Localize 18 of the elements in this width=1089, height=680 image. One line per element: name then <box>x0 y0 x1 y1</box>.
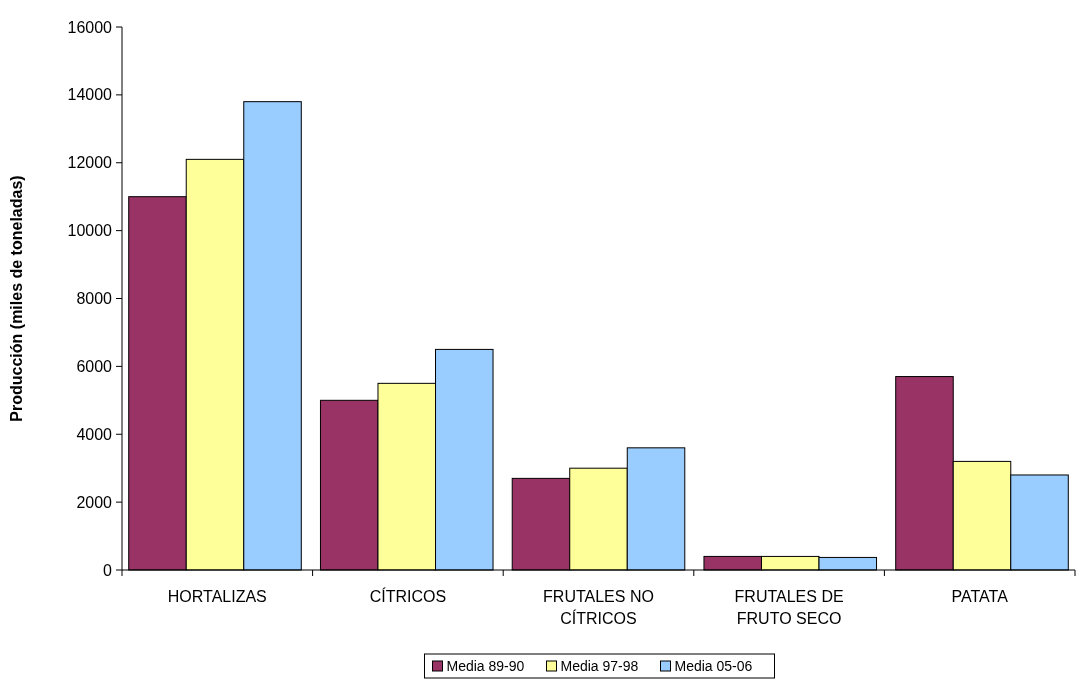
y-tick-label: 12000 <box>67 154 113 172</box>
y-tick-label: 4000 <box>76 425 113 443</box>
y-tick-label: 16000 <box>67 18 113 36</box>
y-axis-title: Producción (miles de toneladas) <box>8 175 25 422</box>
x-tick-label: HORTALIZAS <box>167 588 267 605</box>
y-tick-label: 2000 <box>76 493 113 511</box>
y-tick-label: 10000 <box>67 222 113 240</box>
y-tick-label: 0 <box>103 561 113 579</box>
y-tick-label: 6000 <box>76 357 113 375</box>
x-tick-label: FRUTALES NO CÍTRICOS <box>543 588 654 627</box>
legend-label: Media 89-90 <box>446 657 525 674</box>
x-tick-label: CÍTRICOS <box>369 587 447 605</box>
legend-label: Media 97-98 <box>560 657 639 674</box>
legend-label: Media 05-06 <box>674 657 753 674</box>
y-tick-label: 8000 <box>76 290 113 308</box>
y-tick-label: 14000 <box>67 86 113 104</box>
x-tick-label: PATATA <box>951 588 1009 605</box>
x-tick-label: FRUTALES DE FRUTO SECO <box>734 588 844 627</box>
